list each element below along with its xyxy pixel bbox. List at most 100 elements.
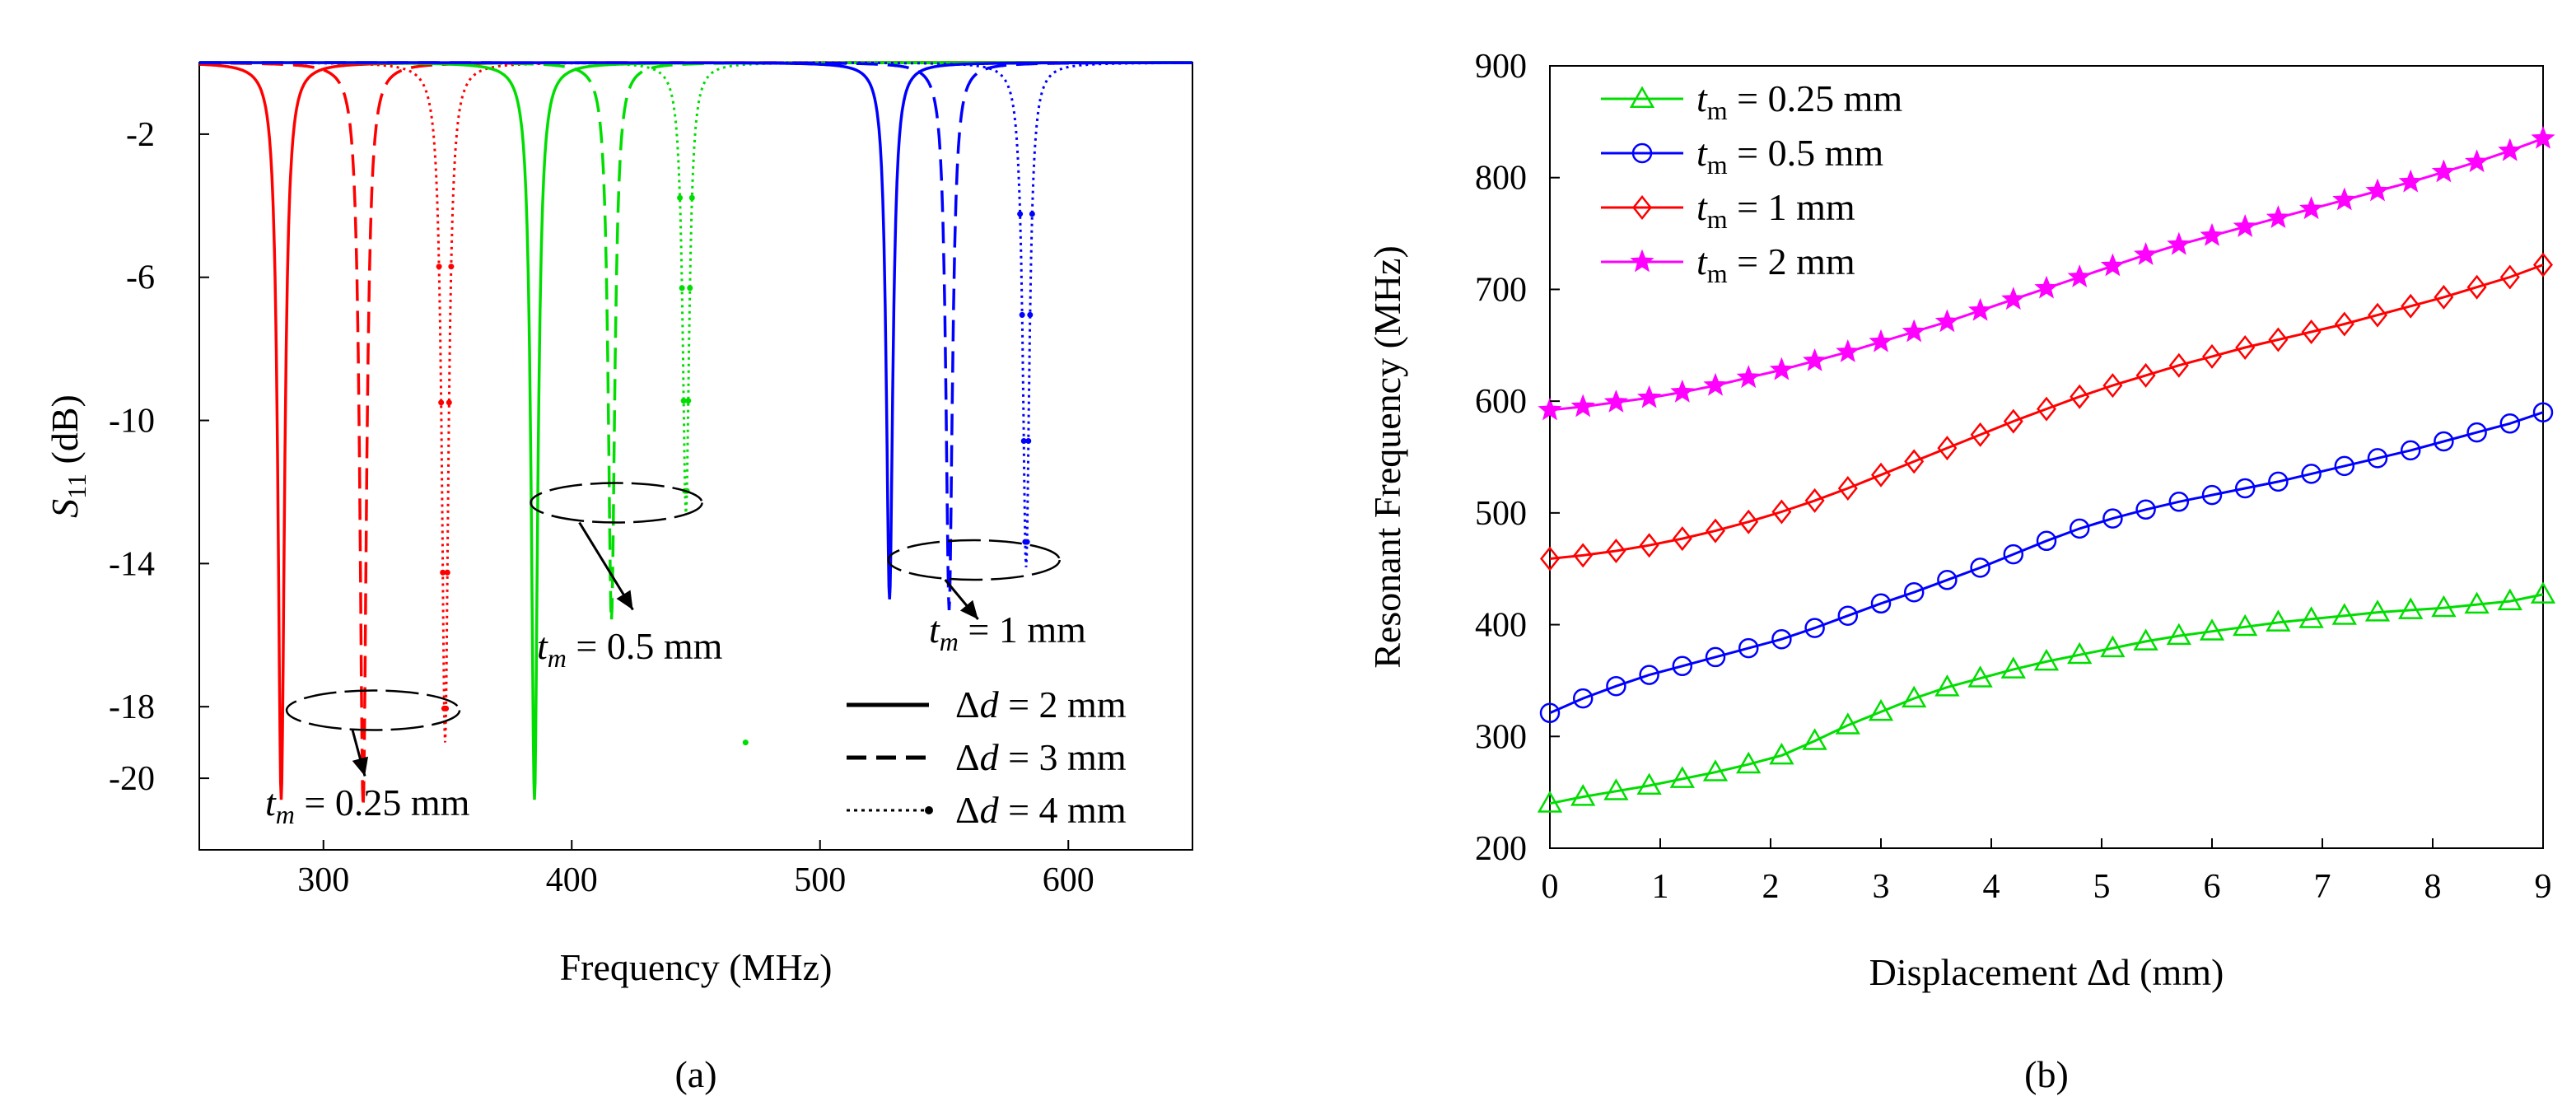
plot-b-point [2069, 518, 2090, 539]
plot-a-curve-marker [1024, 539, 1030, 545]
plot-b-point [2100, 253, 2126, 277]
plot-a-x-tick-label: 400 [546, 861, 598, 899]
plot-a-curve-marker [444, 569, 450, 576]
plot-b-point [2135, 499, 2156, 520]
plot-b-legend-marker [1629, 86, 1655, 108]
plot-b-point [1804, 488, 1825, 513]
plot-b-point [2499, 413, 2521, 434]
plot-b-point [2102, 373, 2123, 399]
plot-a-curves [199, 61, 1193, 807]
plot-b-y-tick-label: 500 [1475, 495, 1527, 533]
plot-b-point [2367, 302, 2388, 328]
plot-b-point [2000, 656, 2026, 679]
plot-b-ticks: 0 1 2 3 4 5 6 7 8 9 200 300 400 500 600 700 800 900 [1475, 48, 2552, 906]
plot-b-point [2235, 334, 2256, 361]
plot-a-x-tick-label: 500 [794, 861, 846, 899]
plot-a-curve-marker [440, 569, 446, 576]
plot-a-curve-marker [1029, 211, 1035, 217]
plot-a-x-tick-label: 300 [297, 861, 349, 899]
plot-b-point [1967, 297, 1993, 321]
plot-b-point [2298, 606, 2324, 628]
plot-b-point [2531, 125, 2555, 149]
plot-a-curve-marker [438, 399, 445, 406]
plot-b-point [2102, 508, 2123, 529]
plot-b-point [2398, 597, 2424, 619]
plot-b-point [1705, 518, 1726, 544]
plot-a-curve-marker [687, 285, 693, 292]
plot-a-y-tick-label: -10 [109, 403, 155, 441]
plot-b-series-2 [1539, 252, 2554, 571]
plot-b-point [1771, 628, 1792, 650]
plot-b-point [2070, 384, 2090, 409]
plot-b-point [1937, 436, 1958, 461]
plot-b-point [2332, 187, 2357, 211]
plot-b-series-3 [1538, 125, 2555, 421]
plot-a-curve-marker [688, 194, 695, 201]
plot-a-curve-marker [443, 705, 450, 711]
plot-b-point [2401, 293, 2421, 319]
plot-a-group-ellipse [887, 539, 1061, 581]
plot-a-curve-marker [1025, 438, 1032, 445]
plot-b-legend-label: tm = 0.25 mm [1696, 77, 1902, 125]
plot-a-y-axis-label: S11 (dB) [44, 394, 91, 518]
plot-b-point [2400, 440, 2421, 461]
plot-a-curve-marker [677, 194, 684, 201]
plot-b-point [1736, 365, 1761, 389]
plot-b-point [1570, 394, 1595, 418]
plot-b-point [1702, 759, 1729, 781]
plot-a-legend-label-dotted: Δd = 4 mm [955, 789, 1127, 831]
plot-b-point [1835, 712, 1860, 735]
plot-b-point [2036, 396, 2057, 422]
plot-b-x-tick-label: 3 [1873, 868, 1890, 906]
plot-b-point [1904, 449, 1925, 474]
plot-b-point [1570, 784, 1596, 806]
plot-b-point [2268, 471, 2289, 492]
plot-b-point [1738, 509, 1759, 534]
plot-a-curve-marker [679, 285, 685, 292]
plot-b-point [2434, 431, 2454, 452]
plot-b-point [1970, 558, 1990, 578]
plot-b-point [1573, 543, 1594, 568]
plot-b-point [1870, 593, 1892, 614]
plot-b-point [2036, 530, 2057, 552]
plot-b-point [1636, 385, 1662, 408]
plot-b-point [1639, 665, 1659, 685]
plot-a-y-tick-label: -6 [126, 259, 155, 297]
plot-b-point [2498, 138, 2522, 161]
plot-b-point [1572, 688, 1594, 709]
plot-a-y-tick-label: -20 [109, 760, 155, 798]
plot-b-y-tick-label: 200 [1475, 830, 1527, 868]
plot-b-point [1606, 538, 1626, 564]
plot-b-point [2167, 231, 2191, 255]
plot-b-point [1870, 462, 1892, 488]
plot-b-legend: tm = 0.25 mm tm = 0.5 mm tm = 1 mm tm = 2 m… [1601, 77, 1902, 288]
plot-a-annotation-tm025: tm = 0.25 mm [265, 781, 470, 829]
plot-b-point [1902, 319, 1926, 343]
plot-b-point [2067, 264, 2092, 287]
plot-b-point [2497, 588, 2522, 611]
plot-b-point [1669, 766, 1695, 788]
plot-b-x-tick-label: 2 [1762, 868, 1780, 906]
plot-b-point [2268, 327, 2289, 352]
plot-a-curve-tm1-solid [199, 61, 1192, 599]
plot-a-curve-marker [1019, 311, 1025, 318]
plot-b-legend-marker [1631, 142, 1653, 164]
plot-b-x-tick-label: 9 [2535, 868, 2552, 906]
plot-b-point [2200, 222, 2224, 246]
plot-b-point [1539, 546, 1561, 571]
plot-b-series-line [1549, 593, 2544, 805]
plot-a-x-tick-label: 600 [1043, 861, 1094, 899]
plot-b-point [2233, 613, 2258, 637]
plot-b-x-tick-label: 7 [2314, 868, 2331, 906]
plot-a-annotations: tm = 0.25 mm tm = 0.5 mm tm = 1 mm [265, 482, 1086, 829]
plot-b-point [1934, 309, 1960, 333]
plot-a-curve-marker [1017, 211, 1024, 217]
plot-b-point [1670, 379, 1695, 403]
plot-b-legend-marker [1630, 249, 1654, 273]
plot-b-point [1902, 685, 1927, 708]
plot-a-curve-marker [446, 399, 452, 406]
plot-b-point [2266, 205, 2291, 229]
panel-a: 300 400 500 600 -2 -6 -10 -14 -18 -20 tm = 0.25 m… [44, 61, 1193, 1095]
plot-b-x-axis-label: Displacement Δd (mm) [1869, 951, 2224, 993]
plot-b-point [2365, 178, 2390, 202]
